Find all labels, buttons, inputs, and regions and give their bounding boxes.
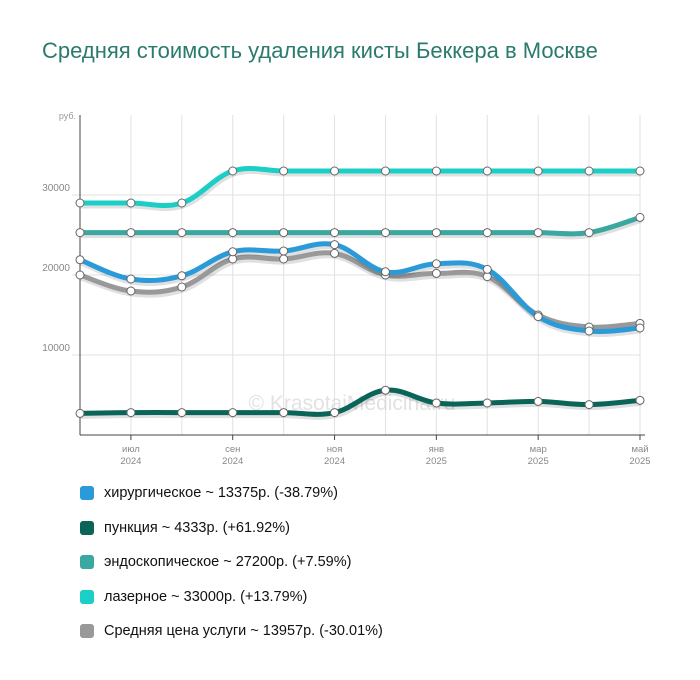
data-point [279, 166, 289, 176]
data-point [126, 198, 136, 208]
data-point [126, 274, 136, 284]
y-tick-label: 20000 [42, 263, 70, 274]
series-line-shadow [81, 166, 641, 212]
data-point [330, 240, 340, 250]
x-tick-month-label: янв [429, 444, 444, 455]
legend-item-puncture[interactable]: пункция ~ 4333р. (+61.92%) [80, 517, 383, 552]
data-point [431, 259, 441, 269]
chart-title: Средняя стоимость удаления кисты Беккера… [42, 38, 598, 63]
data-point [380, 228, 390, 238]
legend-swatch-average [80, 624, 94, 638]
data-point [482, 264, 492, 274]
data-point [75, 198, 85, 208]
legend-item-surgical[interactable]: хирургическое ~ 13375р. (-38.79%) [80, 482, 383, 517]
y-unit-label: руб. [59, 111, 76, 121]
data-point [482, 228, 492, 238]
x-tick-month-label: ноя [327, 444, 343, 455]
legend-swatch-endoscopic [80, 555, 94, 569]
data-point [380, 385, 390, 395]
data-point [584, 228, 594, 238]
x-tick-month-label: мар [530, 444, 547, 455]
x-tick-year-label: 2024 [222, 456, 243, 467]
data-point [279, 254, 289, 264]
legend-swatch-puncture [80, 520, 94, 535]
data-point [584, 166, 594, 176]
data-point [482, 166, 492, 176]
series-line [77, 241, 643, 334]
x-tick-month-label: сен [225, 444, 240, 455]
x-tick-month-label: июл [122, 444, 140, 455]
legend-label-puncture: пункция ~ 4333р. (+61.92%) [104, 519, 290, 536]
x-tick-month-label: май [631, 444, 648, 455]
data-point [177, 282, 187, 292]
data-point [330, 408, 340, 418]
x-tick-year-label: 2024 [120, 456, 141, 467]
data-point [431, 228, 441, 238]
data-point [380, 267, 390, 277]
data-point [126, 408, 136, 418]
data-point [330, 248, 340, 258]
data-point [228, 408, 238, 418]
data-point [177, 271, 187, 281]
data-point [431, 268, 441, 278]
data-point [635, 323, 645, 333]
legend-label-average: Средняя цена услуги ~ 13957р. (-30.01%) [104, 623, 383, 639]
legend-item-laser[interactable]: лазерное ~ 33000р. (+13.79%) [80, 586, 383, 621]
data-point [431, 166, 441, 176]
x-tick-year-label: 2025 [426, 456, 447, 467]
data-point [482, 398, 492, 408]
data-point [279, 246, 289, 256]
data-point [228, 166, 238, 176]
data-point [228, 247, 238, 257]
data-point [635, 395, 645, 405]
legend: хирургическое ~ 13375р. (-38.79%) пункци… [80, 482, 383, 655]
data-point [635, 212, 645, 222]
y-tick-label: 30000 [42, 183, 70, 194]
data-point [635, 166, 645, 176]
legend-swatch-laser [80, 589, 94, 604]
legend-item-average[interactable]: Средняя цена услуги ~ 13957р. (-30.01%) [80, 620, 383, 655]
data-point [177, 198, 187, 208]
series-line [77, 250, 643, 330]
data-point [330, 166, 340, 176]
data-point [126, 286, 136, 296]
data-point [177, 228, 187, 238]
data-point [228, 228, 238, 238]
data-point [177, 408, 187, 418]
data-point [584, 326, 594, 336]
legend-item-endoscopic[interactable]: эндоскопическое ~ 27200р. (+7.59%) [80, 551, 383, 586]
legend-swatch-surgical [80, 486, 94, 500]
data-point [75, 228, 85, 238]
data-point [533, 166, 543, 176]
x-tick-year-label: 2025 [629, 456, 650, 467]
data-point [75, 255, 85, 265]
x-tick-year-label: 2025 [528, 456, 549, 467]
data-point [75, 408, 85, 418]
data-point [533, 396, 543, 406]
data-point [533, 228, 543, 238]
data-point [330, 228, 340, 238]
legend-label-surgical: хирургическое ~ 13375р. (-38.79%) [104, 485, 338, 501]
legend-label-endoscopic: эндоскопическое ~ 27200р. (+7.59%) [104, 554, 352, 570]
data-point [279, 408, 289, 418]
data-point [533, 312, 543, 322]
data-point [380, 166, 390, 176]
data-point [584, 400, 594, 410]
data-point [75, 270, 85, 280]
legend-label-laser: лазерное ~ 33000р. (+13.79%) [104, 588, 308, 605]
data-point [279, 228, 289, 238]
x-tick-year-label: 2024 [324, 456, 345, 467]
data-point [431, 398, 441, 408]
series-line [77, 214, 643, 237]
line-chart: 100002000030000руб.июл2024сен2024ноя2024… [42, 111, 650, 467]
data-point [126, 228, 136, 238]
y-tick-label: 10000 [42, 343, 70, 354]
